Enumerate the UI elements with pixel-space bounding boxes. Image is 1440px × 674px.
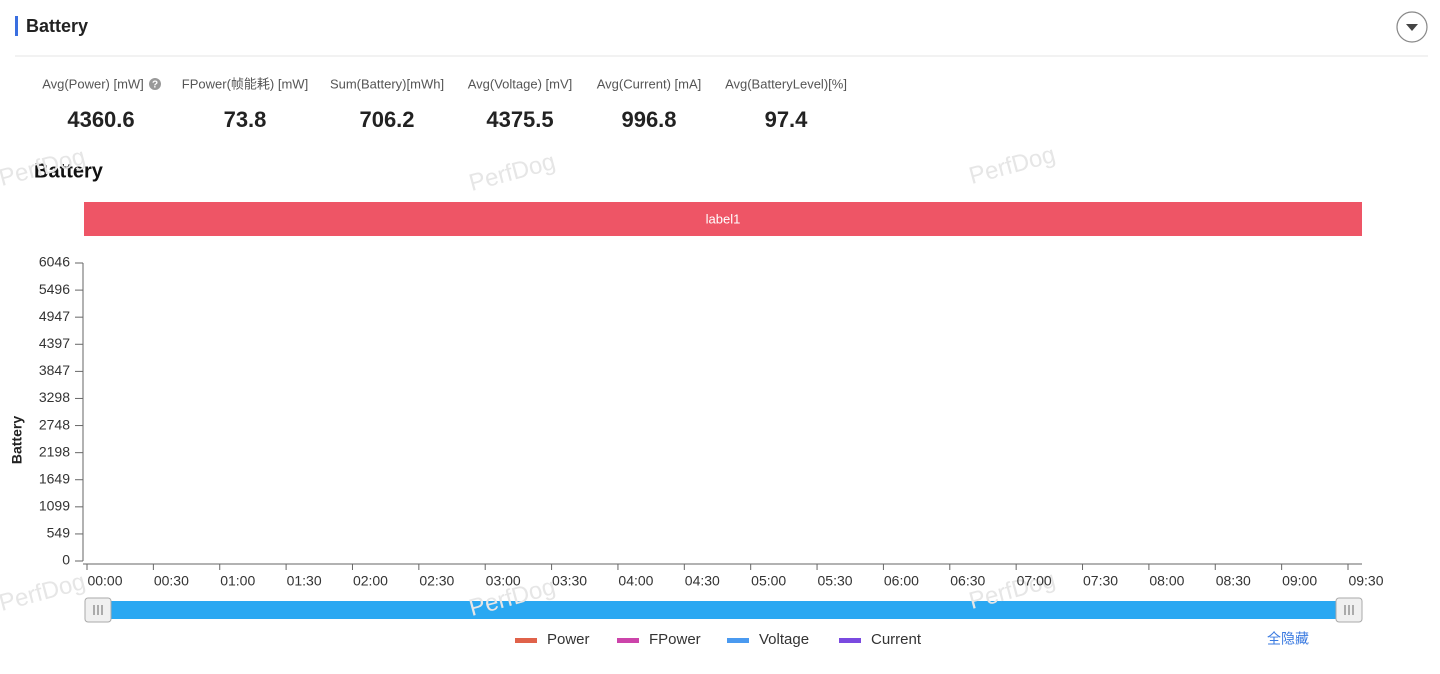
x-tick-label: 02:00 — [353, 573, 388, 589]
metric-label: Avg(BatteryLevel)[%] — [725, 76, 847, 91]
legend-label: Power — [547, 631, 590, 648]
help-icon — [149, 78, 161, 90]
y-tick-label: 3298 — [39, 389, 70, 405]
x-tick-label: 07:00 — [1017, 573, 1052, 589]
y-tick-label: 6046 — [39, 254, 70, 270]
header-title: Battery — [26, 16, 88, 36]
x-tick-label: 08:30 — [1216, 573, 1251, 589]
y-tick-label: 5496 — [39, 281, 70, 297]
x-tick-label: 00:00 — [87, 573, 122, 589]
x-tick-label: 05:00 — [751, 573, 786, 589]
x-tick-label: 03:30 — [552, 573, 587, 589]
header-accent — [15, 16, 18, 36]
legend-label: Voltage — [759, 631, 809, 648]
x-tick-label: 04:00 — [618, 573, 653, 589]
legend-swatch — [839, 638, 861, 643]
metric-value: 4375.5 — [486, 107, 553, 132]
y-tick-label: 2748 — [39, 416, 70, 432]
metric-value: 97.4 — [765, 107, 809, 132]
x-tick-label: 01:00 — [220, 573, 255, 589]
x-tick-label: 04:30 — [685, 573, 720, 589]
metric-label: Sum(Battery)[mWh] — [330, 76, 444, 91]
legend-label: FPower — [649, 631, 701, 648]
metric-label: Avg(Voltage) [mV] — [468, 76, 573, 91]
collapse-button[interactable] — [1396, 11, 1428, 43]
y-tick-label: 4947 — [39, 308, 70, 324]
metric-value: 996.8 — [621, 107, 676, 132]
y-tick-label: 2198 — [39, 443, 70, 459]
x-tick-label: 03:00 — [486, 573, 521, 589]
metric-label: Avg(Power) [mW] — [42, 76, 144, 91]
x-tick-label: 06:00 — [884, 573, 919, 589]
legend-label: Current — [871, 631, 922, 648]
legend-swatch — [727, 638, 749, 643]
y-axis-label: Battery — [9, 416, 25, 464]
metric-value: 4360.6 — [67, 107, 134, 132]
x-tick-label: 02:30 — [419, 573, 454, 589]
x-tick-label: 06:30 — [950, 573, 985, 589]
legend-swatch — [617, 638, 639, 643]
x-tick-label: 09:30 — [1348, 573, 1383, 589]
x-tick-label: 00:30 — [154, 573, 189, 589]
x-tick-label: 08:00 — [1149, 573, 1184, 589]
x-tick-label: 05:30 — [818, 573, 853, 589]
x-tick-label: 07:30 — [1083, 573, 1118, 589]
x-tick-label: 01:30 — [287, 573, 322, 589]
label-band — [84, 202, 1362, 236]
watermark: PerfDog — [966, 141, 1058, 190]
metric-value: 73.8 — [224, 107, 267, 132]
y-tick-label: 0 — [62, 552, 70, 568]
y-tick-label: 4397 — [39, 335, 70, 351]
metric-label: FPower(帧能耗) [mW] — [182, 76, 308, 91]
metric-value: 706.2 — [359, 107, 414, 132]
watermark: PerfDog — [0, 568, 88, 617]
y-tick-label: 3847 — [39, 362, 70, 378]
y-tick-label: 549 — [47, 525, 71, 541]
band-label: label1 — [706, 211, 741, 226]
y-tick-label: 1099 — [39, 498, 70, 514]
hide-all-link[interactable]: 全隐藏 — [1267, 631, 1309, 647]
metric-label: Avg(Current) [mA] — [597, 76, 702, 91]
watermark: PerfDog — [0, 143, 88, 192]
watermark: PerfDog — [466, 148, 558, 197]
legend-swatch — [515, 638, 537, 643]
chart-title: Battery — [34, 160, 104, 182]
x-tick-label: 09:00 — [1282, 573, 1317, 589]
help-icon-glyph: ? — [152, 80, 158, 91]
zoom-slider[interactable] — [84, 597, 1363, 623]
y-tick-label: 1649 — [39, 470, 70, 486]
